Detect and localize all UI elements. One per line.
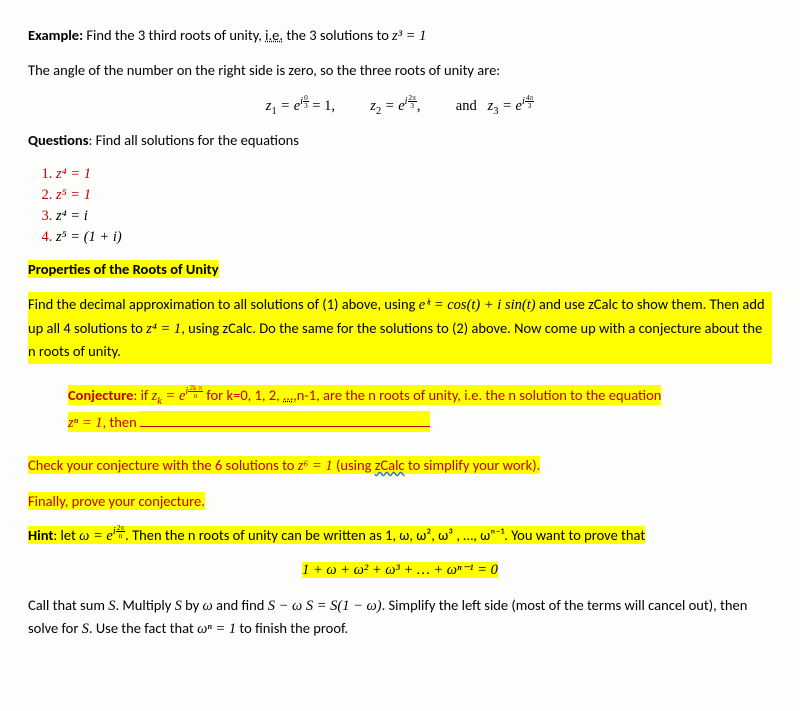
eq-z3: z³ = 1 bbox=[392, 28, 426, 44]
list-item: z⁴ = i bbox=[56, 206, 772, 227]
example-line: Example: Find the 3 third roots of unity… bbox=[28, 24, 772, 47]
roots-display: z1 = ei03 = 1, z2 = ei2π3, and z3 = ei4π… bbox=[28, 94, 772, 118]
hint-equation: 1 + ω + ω² + ω³ + … + ωⁿ⁻¹ = 0 bbox=[28, 559, 772, 581]
list-item: z⁵ = (1 + i) bbox=[56, 227, 772, 248]
example-label: Example: bbox=[28, 26, 83, 44]
hint-line: Hint: let ω = ei2πn. Then the n roots of… bbox=[28, 524, 772, 548]
closing-paragraph: Call that sum S. Multiply S by ω and fin… bbox=[28, 594, 772, 641]
check-line: Check your conjecture with the 6 solutio… bbox=[28, 454, 772, 477]
finally-line: Finally, prove your conjecture. bbox=[28, 490, 772, 512]
properties-body: Find the decimal approximation to all so… bbox=[28, 292, 772, 363]
conjecture-box: Conjecture: if zk = ei2k πn for k=0, 1, … bbox=[68, 382, 728, 436]
fill-in-blank bbox=[140, 411, 430, 427]
questions-heading: Questions: Find all solutions for the eq… bbox=[28, 129, 772, 151]
properties-title: Properties of the Roots of Unity bbox=[28, 258, 772, 280]
list-item: z⁵ = 1 bbox=[56, 185, 772, 206]
list-item: z⁴ = 1 bbox=[56, 164, 772, 185]
intro-angle: The angle of the number on the right sid… bbox=[28, 59, 772, 81]
questions-list: z⁴ = 1 z⁵ = 1 z⁴ = i z⁵ = (1 + i) bbox=[56, 164, 772, 248]
